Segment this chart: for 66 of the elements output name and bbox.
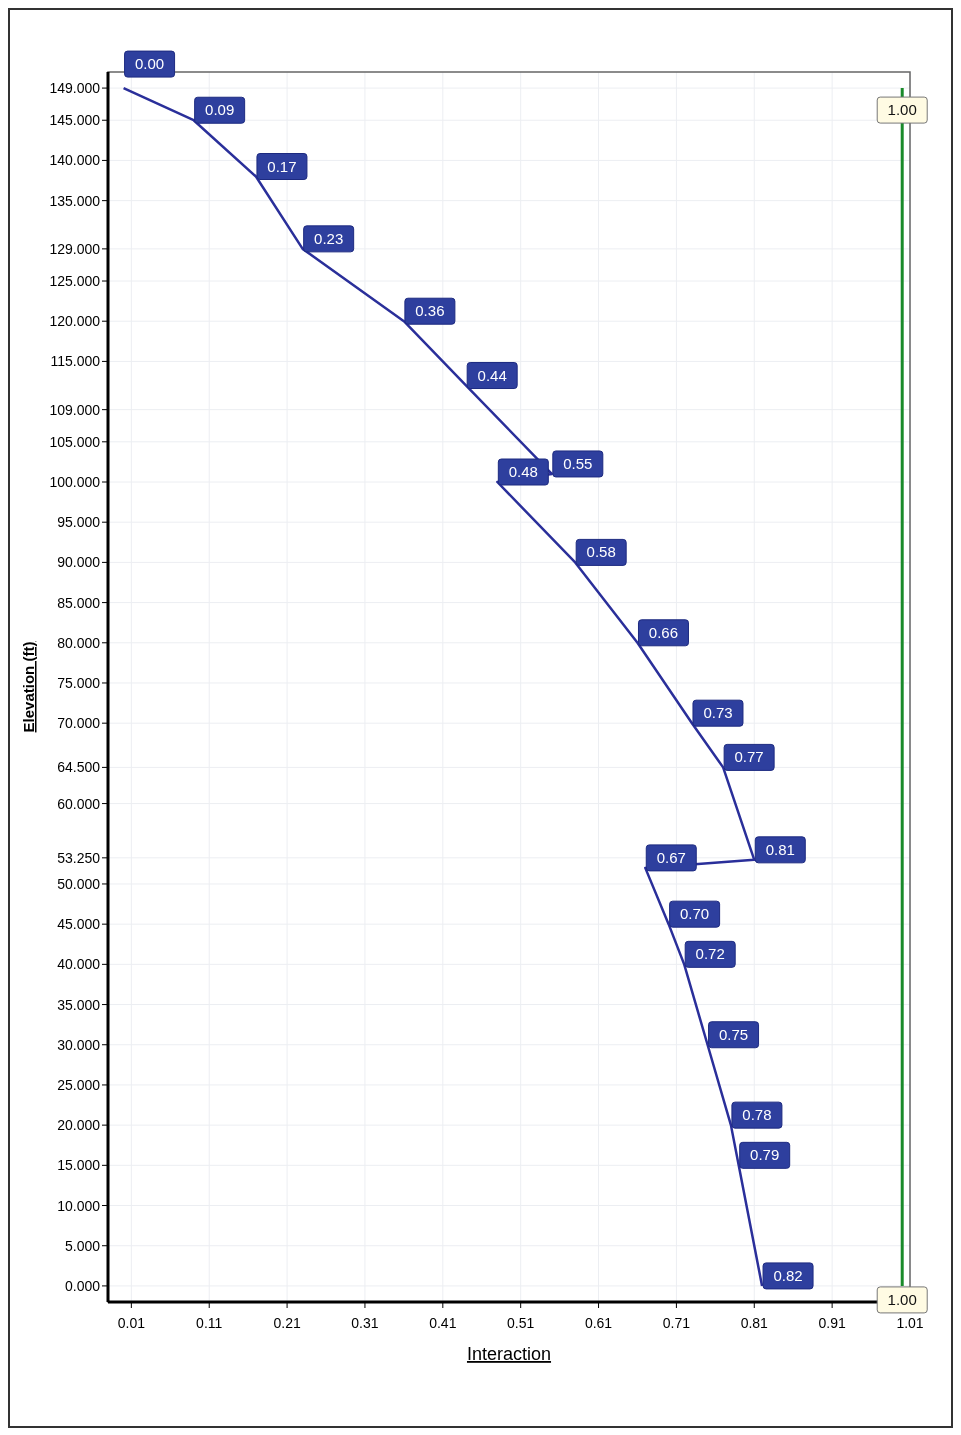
y-tick-label: 145.000	[49, 112, 101, 129]
y-tick-label: 10.000	[57, 1197, 101, 1214]
data-label: 0.67	[656, 848, 686, 866]
data-label: 0.17	[267, 157, 297, 175]
y-tick-label: 80.000	[57, 634, 101, 651]
data-label: 0.09	[205, 101, 235, 119]
x-tick-label: 0.01	[117, 1315, 146, 1331]
y-tick-label: 64.500	[57, 759, 101, 776]
y-tick-label: 129.000	[49, 240, 101, 257]
y-tick-label: 135.000	[49, 192, 101, 209]
y-tick-label: 50.000	[57, 875, 101, 892]
data-label: 0.73	[703, 704, 733, 722]
y-tick-label: 25.000	[57, 1076, 101, 1093]
data-label: 1.00	[887, 101, 917, 119]
x-tick-label: 0.81	[740, 1315, 769, 1331]
data-label: 0.79	[750, 1146, 780, 1164]
data-label: 0.44	[477, 366, 507, 384]
y-tick-label: 30.000	[57, 1036, 101, 1053]
data-label: 0.70	[680, 905, 710, 923]
x-tick-label: 0.41	[429, 1315, 457, 1331]
x-tick-label: 0.21	[273, 1315, 301, 1331]
data-label: 0.82	[773, 1266, 803, 1284]
x-tick-label: 0.31	[351, 1315, 379, 1331]
x-tick-label: 1.01	[896, 1315, 924, 1331]
y-tick-label: 0.000	[64, 1277, 101, 1294]
x-axis-title: Interaction	[466, 1344, 552, 1364]
data-label: 0.75	[718, 1025, 749, 1043]
data-label: 0.81	[765, 840, 795, 858]
data-label: 0.78	[742, 1106, 772, 1124]
y-tick-label: 40.000	[57, 956, 101, 973]
x-tick-label: 0.51	[507, 1315, 535, 1331]
y-tick-label: 125.000	[49, 273, 101, 290]
data-label: 0.58	[586, 543, 616, 561]
y-tick-label: 15.000	[57, 1157, 101, 1174]
y-tick-label: 70.000	[57, 715, 101, 732]
y-tick-label: 105.000	[49, 433, 101, 450]
y-tick-label: 95.000	[57, 514, 101, 531]
y-tick-label: 85.000	[57, 594, 101, 611]
y-tick-label: 140.000	[49, 152, 101, 169]
y-tick-label: 20.000	[57, 1117, 101, 1134]
y-tick-label: 75.000	[57, 674, 101, 691]
x-tick-label: 0.11	[196, 1315, 223, 1331]
y-tick-label: 35.000	[57, 996, 101, 1013]
y-tick-label: 149.000	[49, 80, 101, 97]
x-tick-label: 0.71	[662, 1315, 691, 1331]
data-label: 0.36	[415, 302, 445, 320]
data-label: 0.00	[134, 55, 165, 73]
y-tick-label: 90.000	[57, 554, 101, 571]
y-tick-label: 45.000	[57, 916, 101, 933]
data-label: 0.55	[563, 454, 593, 472]
data-label: 1.00	[887, 1290, 917, 1308]
data-label: 0.23	[314, 229, 344, 247]
y-tick-label: 120.000	[49, 313, 101, 330]
data-label: 0.66	[648, 623, 679, 641]
x-tick-label: 0.61	[584, 1315, 613, 1331]
y-tick-label: 115.000	[50, 353, 101, 370]
y-tick-label: 5.000	[64, 1237, 101, 1254]
data-label: 0.72	[695, 945, 725, 963]
y-axis-title: Elevation (ft)	[20, 641, 37, 733]
y-tick-label: 100.000	[49, 474, 101, 490]
data-label: 0.77	[734, 748, 764, 766]
data-label: 0.48	[508, 463, 538, 480]
y-tick-label: 60.000	[57, 795, 101, 812]
x-tick-label: 0.91	[818, 1315, 846, 1331]
y-tick-label: 53.250	[57, 849, 101, 866]
y-tick-label: 109.000	[49, 401, 101, 418]
